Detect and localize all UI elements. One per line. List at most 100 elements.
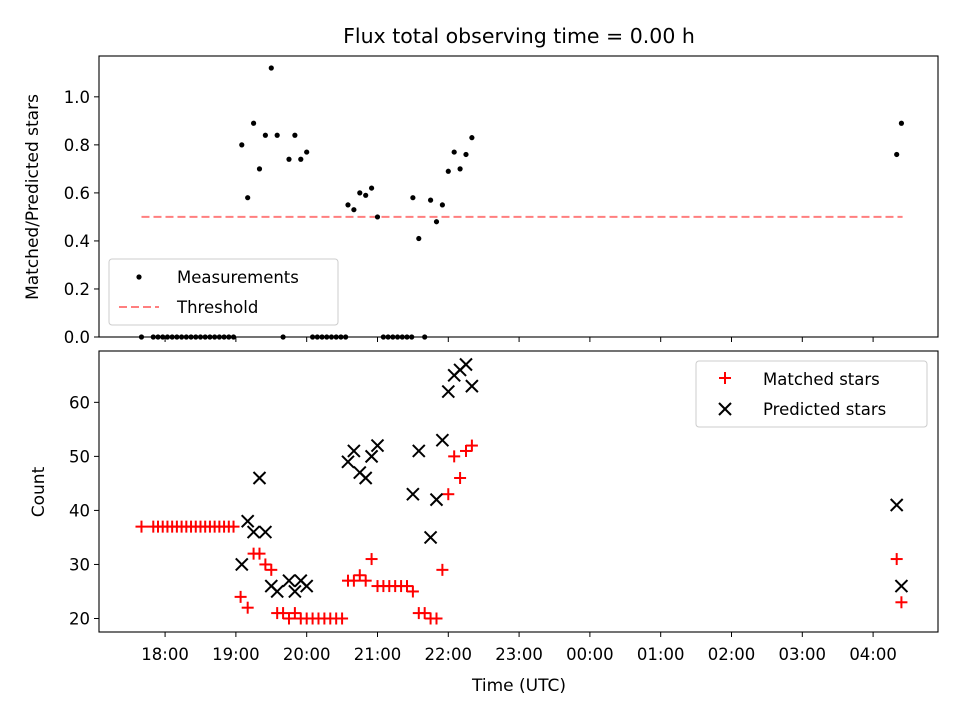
matched-star-point bbox=[347, 574, 360, 587]
predicted-star-point bbox=[894, 579, 909, 593]
xtick-label: 04:00 bbox=[849, 645, 897, 664]
measurement-point bbox=[268, 65, 274, 71]
top-x-ticks bbox=[164, 337, 874, 342]
measurement-point bbox=[363, 192, 369, 198]
matched-star-point bbox=[336, 612, 349, 625]
matched-star-point bbox=[227, 520, 240, 533]
matched-star-point bbox=[135, 520, 148, 533]
predicted-star-point bbox=[270, 584, 284, 599]
measurement-point bbox=[292, 132, 298, 138]
predicted-star-point bbox=[246, 525, 261, 539]
count-panel: Count Time (UTC) 20 30 40 50 60 18:00 19:00 20… bbox=[29, 350, 939, 696]
matched-star-point bbox=[448, 450, 461, 463]
predicted-star-point bbox=[288, 584, 302, 599]
measurement-point bbox=[239, 142, 245, 148]
predicted-star-point bbox=[364, 449, 379, 464]
matched-star-point bbox=[400, 580, 413, 593]
top-legend: Measurements Threshold bbox=[108, 258, 339, 326]
top-ytick-label: 0.2 bbox=[64, 280, 90, 299]
top-legend-box bbox=[108, 258, 339, 326]
predicted-star-point bbox=[252, 471, 267, 485]
predicted-star-point bbox=[358, 471, 373, 485]
chart-title: Flux total observing time = 0.00 h bbox=[343, 24, 695, 48]
x-axis-label: Time (UTC) bbox=[471, 676, 566, 696]
matched-star-point bbox=[890, 553, 903, 566]
top-ytick-label: 0.4 bbox=[64, 232, 90, 251]
bottom-plot-area bbox=[135, 357, 909, 625]
legend-threshold-label: Threshold bbox=[176, 298, 258, 317]
measurement-point bbox=[894, 151, 900, 158]
matched-star-point bbox=[259, 558, 272, 571]
xtick-label: 22:00 bbox=[425, 645, 473, 664]
bottom-y-ticks: 20 30 40 50 60 bbox=[69, 393, 99, 628]
measurement-point bbox=[416, 235, 422, 242]
top-ytick-label: 1.0 bbox=[64, 88, 90, 107]
predicted-star-point bbox=[240, 514, 255, 528]
predicted-star-point bbox=[423, 530, 438, 545]
top-y-ticks: 0.0 0.2 0.4 0.6 0.8 1.0 bbox=[64, 88, 99, 347]
predicted-star-point bbox=[347, 444, 361, 458]
top-plot-area bbox=[138, 65, 905, 340]
xtick-label: 01:00 bbox=[637, 645, 685, 664]
bottom-ytick-label: 30 bbox=[69, 555, 90, 574]
top-ytick-label: 0.0 bbox=[64, 328, 90, 347]
xtick-label: 18:00 bbox=[141, 645, 189, 664]
matched-star-point bbox=[359, 574, 372, 587]
top-axes-frame bbox=[98, 55, 939, 338]
matched-star-point bbox=[465, 439, 478, 452]
matched-star-point bbox=[436, 563, 449, 576]
measurement-point bbox=[445, 168, 451, 174]
bottom-ytick-label: 20 bbox=[69, 609, 90, 628]
measurement-point bbox=[256, 166, 263, 172]
predicted-star-point bbox=[429, 492, 444, 507]
matched-star-point bbox=[418, 607, 431, 620]
matched-star-point bbox=[277, 607, 290, 620]
predicted-star-point bbox=[465, 379, 479, 393]
measurement-point bbox=[463, 151, 469, 158]
legend-matched-marker bbox=[719, 372, 731, 384]
predicted-star-point bbox=[412, 444, 426, 458]
bottom-ytick-label: 40 bbox=[69, 501, 90, 520]
matched-star-point bbox=[365, 553, 378, 566]
ratio-panel: Flux total observing time = 0.00 h Match… bbox=[23, 24, 939, 347]
measurement-point bbox=[345, 202, 351, 208]
measurement-point bbox=[368, 185, 375, 191]
matched-star-point bbox=[282, 612, 295, 625]
measurement-point bbox=[374, 214, 381, 220]
matched-star-point bbox=[353, 569, 366, 582]
measurement-point bbox=[469, 135, 475, 141]
bottom-axes-frame bbox=[98, 350, 939, 633]
bottom-ytick-label: 60 bbox=[69, 393, 90, 412]
top-y-axis-label: Matched/Predicted stars bbox=[23, 94, 43, 300]
matched-star-point bbox=[406, 585, 419, 598]
matched-star-point bbox=[430, 612, 443, 625]
top-ytick-label: 0.8 bbox=[64, 136, 90, 155]
predicted-star-point bbox=[341, 455, 355, 469]
measurement-point bbox=[245, 195, 251, 201]
predicted-star-point bbox=[282, 573, 296, 588]
predicted-star-point bbox=[441, 384, 455, 399]
bottom-x-ticks: 18:00 19:00 20:00 21:00 22:00 23:00 00:00 01:00… bbox=[141, 632, 897, 664]
bottom-ytick-label: 50 bbox=[69, 447, 90, 466]
xtick-label: 02:00 bbox=[708, 645, 756, 664]
legend-measurements-label: Measurements bbox=[177, 268, 299, 287]
xtick-label: 00:00 bbox=[566, 645, 614, 664]
measurement-point bbox=[451, 149, 457, 155]
measurement-point bbox=[304, 149, 310, 155]
measurement-point bbox=[250, 120, 257, 126]
legend-predicted-marker bbox=[718, 402, 732, 416]
matched-star-point bbox=[234, 590, 247, 603]
xtick-label: 03:00 bbox=[779, 645, 827, 664]
legend-measurements-marker bbox=[136, 274, 142, 280]
predicted-star-point bbox=[370, 438, 385, 453]
measurement-point bbox=[351, 207, 357, 213]
matched-star-point bbox=[253, 547, 266, 560]
measurement-point bbox=[439, 202, 445, 208]
measurement-point bbox=[357, 190, 363, 196]
matched-star-point bbox=[442, 488, 455, 501]
bottom-legend-box bbox=[695, 360, 928, 428]
predicted-star-point bbox=[459, 357, 473, 372]
matched-star-point bbox=[241, 601, 254, 614]
xtick-label: 19:00 bbox=[212, 645, 260, 664]
